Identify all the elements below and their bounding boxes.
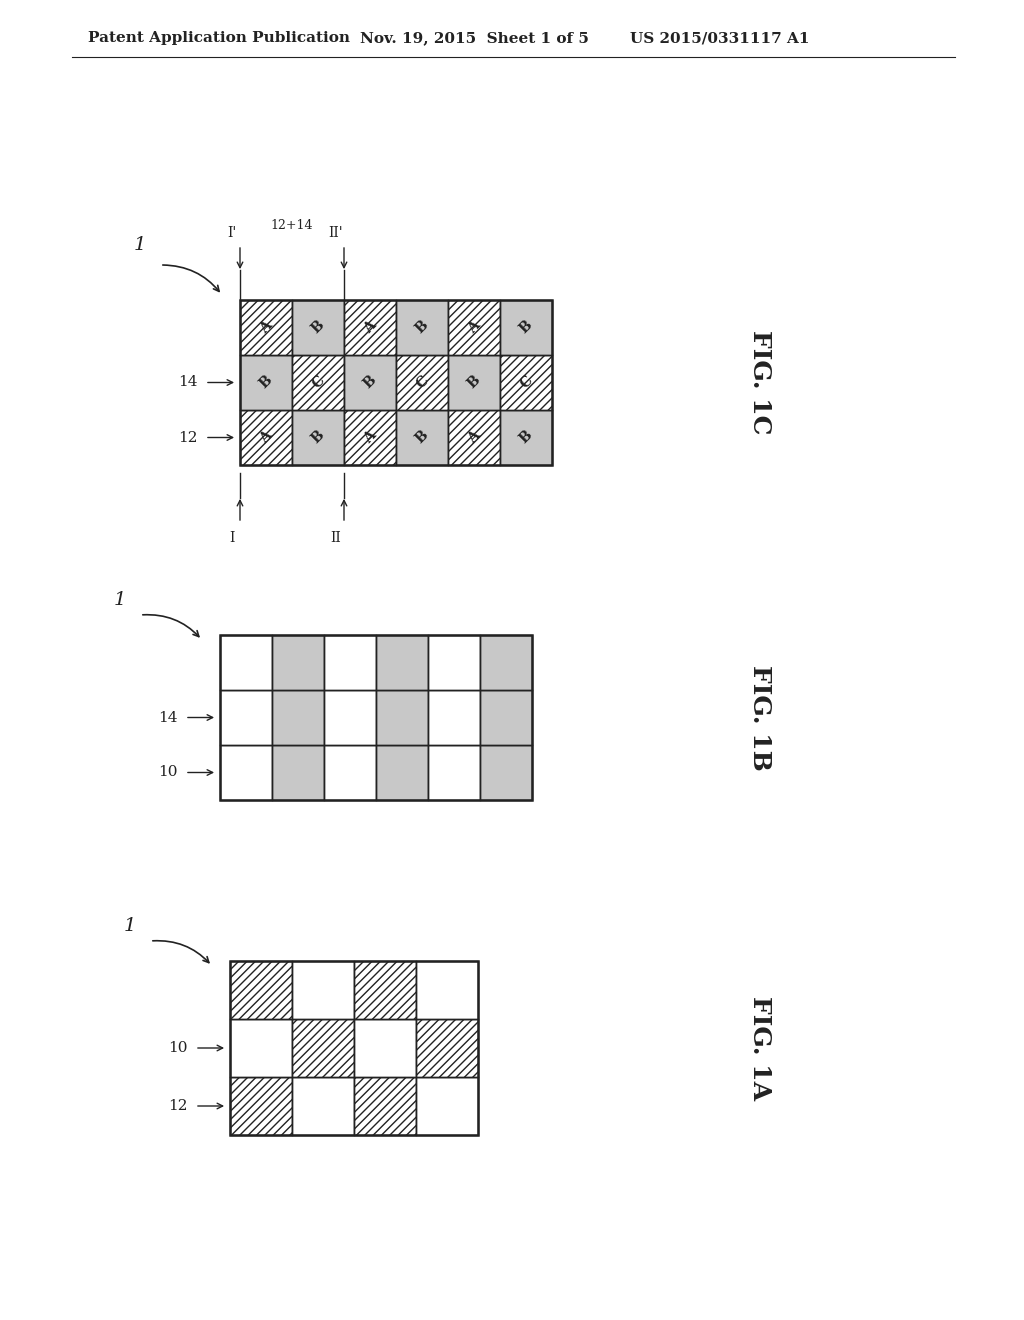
Bar bbox=[220, 744, 272, 800]
Text: A: A bbox=[257, 429, 274, 446]
Bar bbox=[240, 411, 292, 465]
Bar bbox=[240, 355, 292, 411]
Bar bbox=[428, 635, 480, 690]
Text: A: A bbox=[465, 429, 482, 446]
Text: A: A bbox=[257, 318, 274, 337]
Text: B: B bbox=[517, 429, 536, 446]
Text: 12: 12 bbox=[178, 430, 198, 445]
Bar bbox=[396, 355, 449, 411]
Bar bbox=[376, 635, 428, 690]
Text: B: B bbox=[309, 429, 327, 446]
Text: Nov. 19, 2015  Sheet 1 of 5: Nov. 19, 2015 Sheet 1 of 5 bbox=[360, 30, 589, 45]
Bar bbox=[292, 1019, 354, 1077]
Bar bbox=[428, 690, 480, 744]
Bar bbox=[240, 300, 292, 355]
Bar bbox=[376, 690, 428, 744]
Text: A: A bbox=[361, 318, 379, 337]
Text: 1: 1 bbox=[114, 591, 126, 609]
Text: A: A bbox=[361, 429, 379, 446]
Bar bbox=[500, 411, 552, 465]
Bar bbox=[324, 744, 376, 800]
Text: US 2015/0331117 A1: US 2015/0331117 A1 bbox=[630, 30, 810, 45]
Bar bbox=[416, 961, 478, 1019]
Text: FIG. 1A: FIG. 1A bbox=[748, 995, 772, 1100]
Bar bbox=[449, 300, 500, 355]
Text: I: I bbox=[229, 531, 234, 545]
Bar bbox=[449, 355, 500, 411]
Text: B: B bbox=[309, 318, 327, 337]
Bar bbox=[344, 355, 396, 411]
Bar bbox=[220, 635, 272, 690]
Bar bbox=[292, 300, 344, 355]
Text: 1: 1 bbox=[124, 917, 136, 935]
Bar bbox=[272, 635, 324, 690]
Text: B: B bbox=[465, 374, 483, 392]
Bar bbox=[230, 1077, 292, 1135]
Bar bbox=[396, 300, 449, 355]
Bar bbox=[292, 355, 344, 411]
Text: 14: 14 bbox=[159, 710, 178, 725]
Bar bbox=[292, 961, 354, 1019]
Bar bbox=[480, 744, 532, 800]
Text: 1: 1 bbox=[134, 236, 146, 253]
Text: II: II bbox=[331, 531, 341, 545]
Text: FIG. 1C: FIG. 1C bbox=[748, 330, 772, 434]
Bar bbox=[344, 411, 396, 465]
Bar bbox=[354, 1077, 416, 1135]
Text: C: C bbox=[517, 374, 535, 392]
Bar bbox=[354, 1019, 416, 1077]
Bar bbox=[500, 300, 552, 355]
Bar bbox=[396, 411, 449, 465]
Bar bbox=[230, 961, 478, 1135]
Text: II': II' bbox=[329, 226, 343, 240]
Bar bbox=[220, 635, 532, 800]
Bar bbox=[416, 1019, 478, 1077]
Bar bbox=[292, 411, 344, 465]
Bar bbox=[376, 744, 428, 800]
Bar bbox=[324, 690, 376, 744]
Text: B: B bbox=[517, 318, 536, 337]
Bar bbox=[272, 690, 324, 744]
Bar bbox=[240, 300, 552, 465]
Bar bbox=[416, 1077, 478, 1135]
Bar bbox=[344, 300, 396, 355]
Text: 12: 12 bbox=[168, 1100, 187, 1113]
Bar bbox=[500, 355, 552, 411]
Text: Patent Application Publication: Patent Application Publication bbox=[88, 30, 350, 45]
Bar bbox=[220, 690, 272, 744]
Text: 10: 10 bbox=[168, 1041, 187, 1055]
Bar bbox=[230, 1019, 292, 1077]
Text: B: B bbox=[257, 374, 275, 392]
Bar bbox=[292, 1077, 354, 1135]
Bar bbox=[230, 961, 292, 1019]
Text: A: A bbox=[465, 318, 482, 337]
Text: I': I' bbox=[227, 226, 237, 240]
Bar bbox=[354, 961, 416, 1019]
Bar bbox=[480, 635, 532, 690]
Text: C: C bbox=[413, 374, 431, 392]
Bar bbox=[449, 411, 500, 465]
Text: B: B bbox=[413, 318, 431, 337]
Text: FIG. 1B: FIG. 1B bbox=[748, 665, 772, 771]
Text: B: B bbox=[413, 429, 431, 446]
Bar bbox=[324, 635, 376, 690]
Text: 10: 10 bbox=[159, 766, 178, 780]
Bar bbox=[480, 690, 532, 744]
Text: 14: 14 bbox=[178, 375, 198, 389]
Text: B: B bbox=[360, 374, 379, 392]
Text: 12+14: 12+14 bbox=[270, 219, 313, 232]
Bar bbox=[272, 744, 324, 800]
Bar bbox=[428, 744, 480, 800]
Text: C: C bbox=[309, 374, 327, 392]
